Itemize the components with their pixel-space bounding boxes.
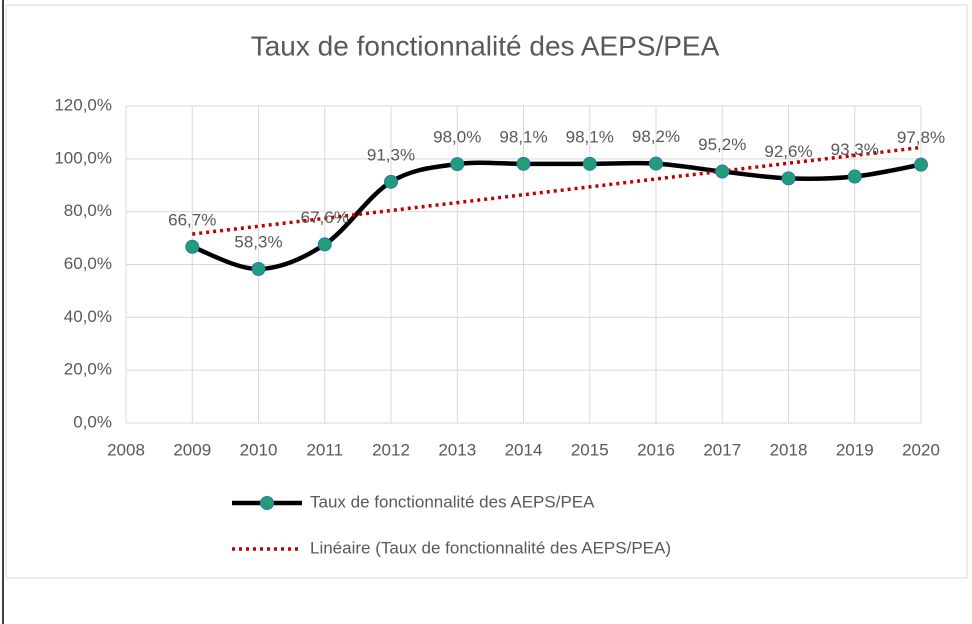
legend-marker xyxy=(260,496,274,510)
marker xyxy=(649,156,663,171)
x-tick-label: 2018 xyxy=(770,440,808,459)
x-tick-label: 2013 xyxy=(438,440,476,459)
marker xyxy=(317,237,332,252)
y-tick-label: 40,0% xyxy=(64,307,112,326)
marker xyxy=(781,171,796,186)
data-label: 98,0% xyxy=(433,128,481,147)
x-tick-label: 2014 xyxy=(505,440,543,459)
chart-title: Taux de fonctionnalité des AEPS/PEA xyxy=(251,30,720,61)
data-label: 93,3% xyxy=(831,140,879,159)
x-tick-label: 2010 xyxy=(240,440,278,459)
data-label: 66,7% xyxy=(168,210,216,229)
x-tick-label: 2011 xyxy=(306,440,343,459)
y-tick-label: 80,0% xyxy=(64,201,112,220)
data-label: 67,6% xyxy=(301,208,349,227)
y-tick-label: 0,0% xyxy=(73,412,112,431)
data-label: 91,3% xyxy=(367,145,415,164)
x-tick-label: 2008 xyxy=(107,440,145,459)
x-tick-label: 2009 xyxy=(173,440,211,459)
data-label: 98,1% xyxy=(566,127,614,146)
marker xyxy=(715,164,730,179)
x-tick-label: 2012 xyxy=(372,440,410,459)
data-label: 92,6% xyxy=(764,142,812,161)
legend-label: Taux de fonctionnalité des AEPS/PEA xyxy=(310,492,595,511)
data-label: 58,3% xyxy=(234,232,282,251)
marker xyxy=(516,156,531,171)
marker xyxy=(185,239,200,254)
data-label: 98,1% xyxy=(499,127,547,146)
marker xyxy=(847,169,862,184)
data-label: 95,2% xyxy=(698,135,746,154)
y-tick-label: 120,0% xyxy=(54,95,112,114)
marker xyxy=(914,157,928,172)
legend-label: Linéaire (Taux de fonctionnalité des AEP… xyxy=(310,538,671,557)
y-tick-label: 20,0% xyxy=(64,360,112,379)
chart-frame xyxy=(5,4,968,579)
data-label: 98,2% xyxy=(632,127,680,146)
marker xyxy=(450,157,465,172)
trend-line xyxy=(192,145,922,236)
y-tick-label: 100,0% xyxy=(54,148,112,167)
y-tick-label: 60,0% xyxy=(64,254,112,273)
data-label: 97,8% xyxy=(897,128,945,147)
x-tick-label: 2016 xyxy=(637,440,675,459)
x-tick-label: 2015 xyxy=(571,440,609,459)
x-tick-label: 2019 xyxy=(836,440,874,459)
x-tick-label: 2020 xyxy=(902,440,940,459)
marker xyxy=(384,174,398,189)
x-tick-label: 2017 xyxy=(703,440,741,459)
marker xyxy=(582,156,597,171)
marker xyxy=(251,261,266,276)
